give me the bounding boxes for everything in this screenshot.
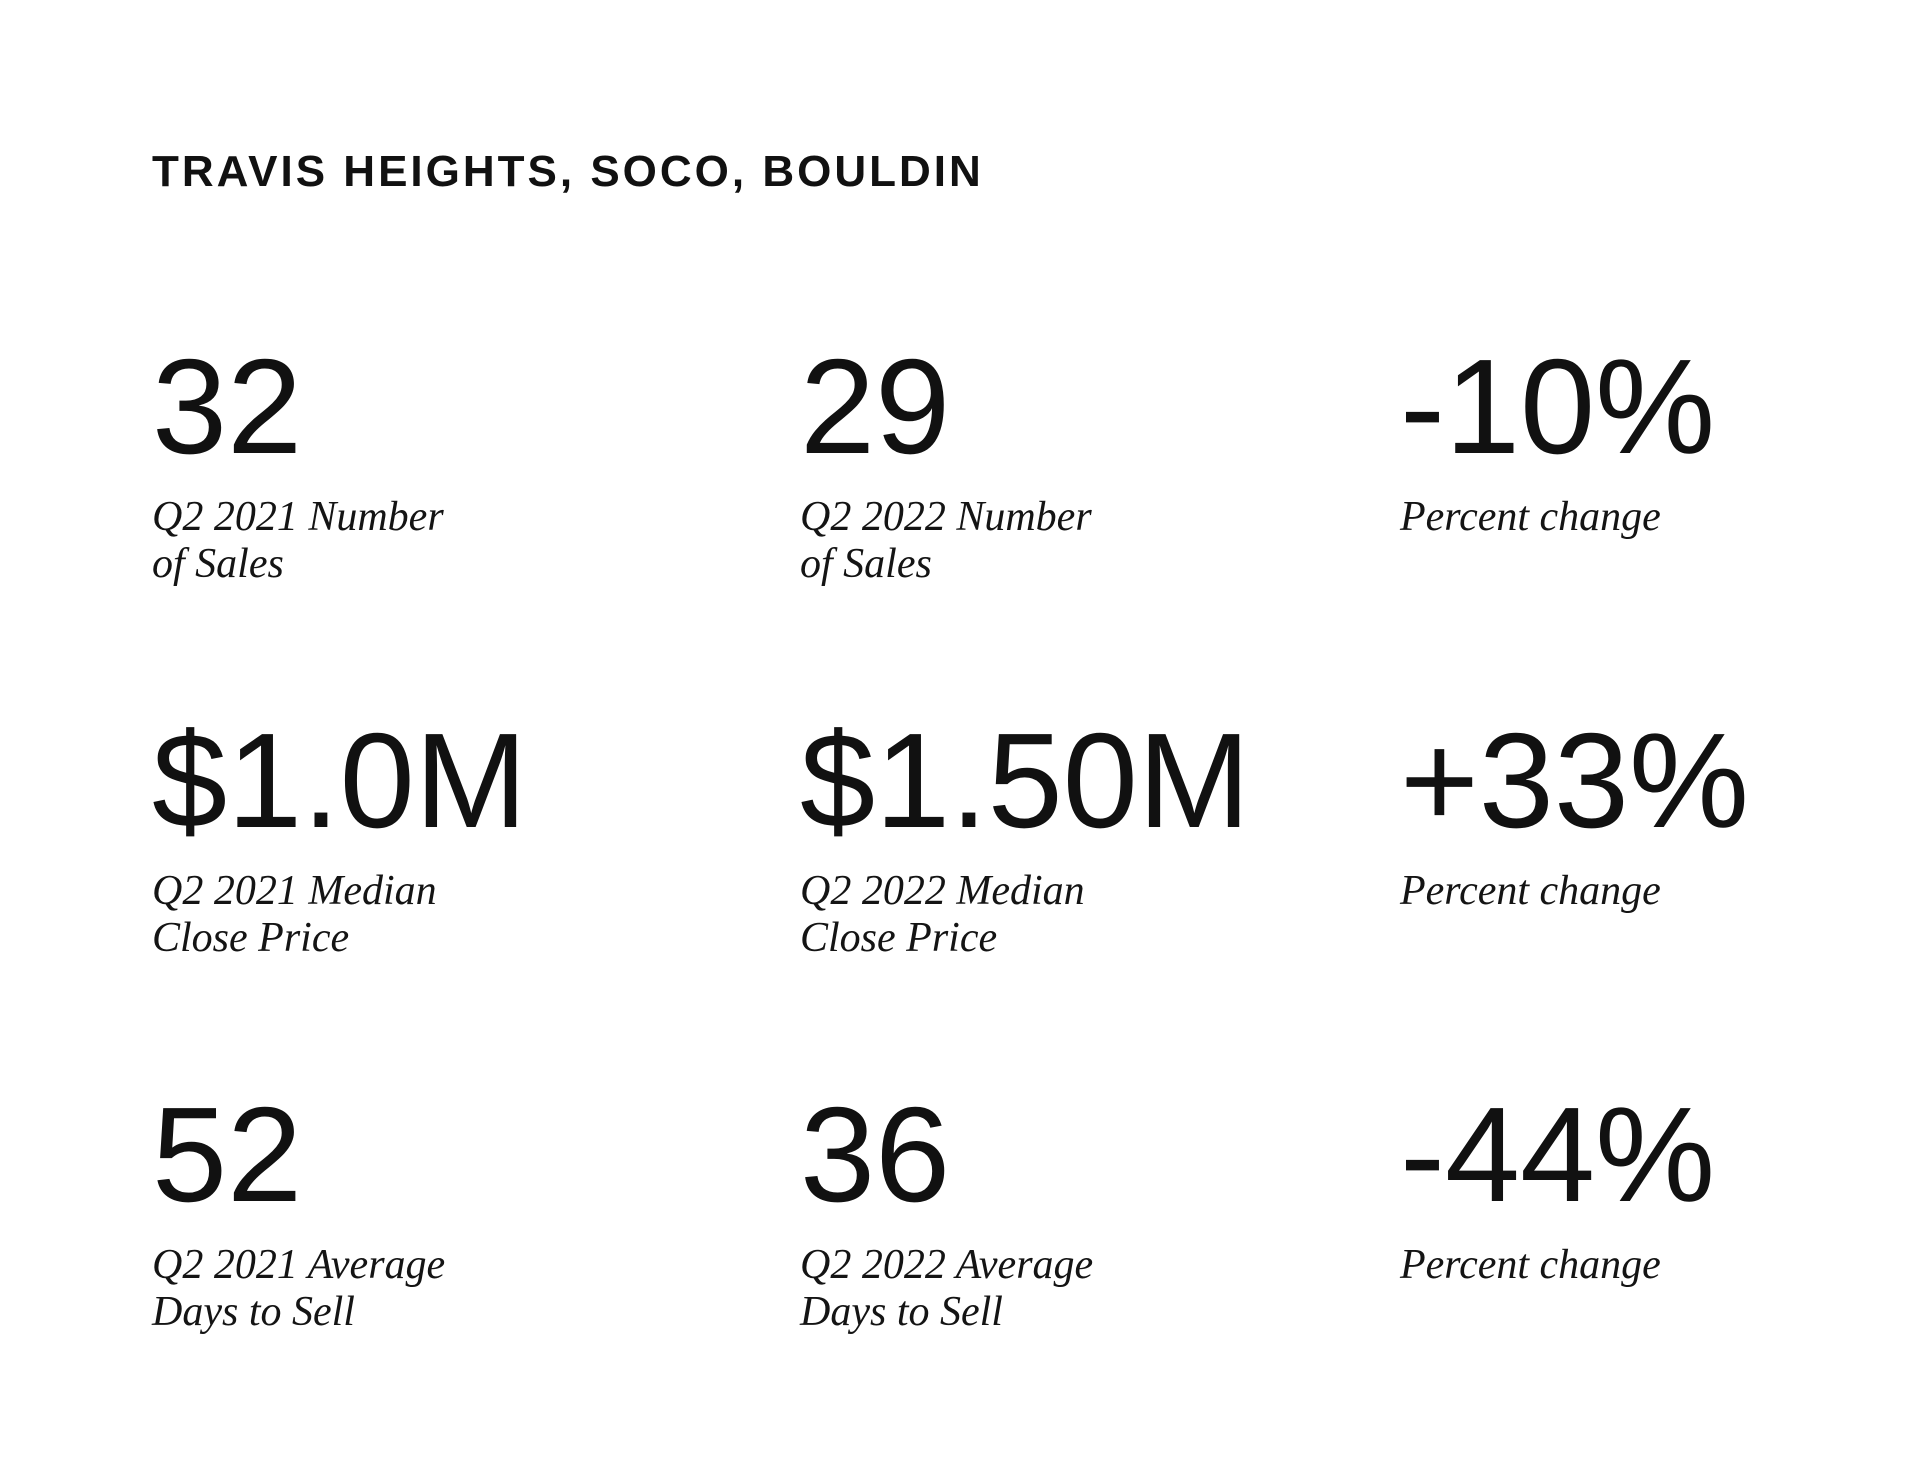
stat-label-q2-2022-average-days-to-sell: Q2 2022 Average Days to Sell bbox=[800, 1242, 1094, 1335]
stat-cell-q2-2022-median-close-price: $1.50M Q2 2022 Median Close Price bbox=[800, 713, 1400, 1087]
stat-cell-q2-2022-average-days-to-sell: 36 Q2 2022 Average Days to Sell bbox=[800, 1087, 1400, 1461]
stat-value-average-days-to-sell-percent-change: -44% bbox=[1400, 1079, 1716, 1230]
stat-cell-q2-2021-number-of-sales: 32 Q2 2021 Number of Sales bbox=[152, 339, 800, 713]
stat-label-q2-2022-median-close-price: Q2 2022 Median Close Price bbox=[800, 868, 1085, 961]
stat-value-q2-2022-average-days-to-sell: 36 bbox=[800, 1079, 951, 1230]
stat-value-q2-2021-average-days-to-sell: 52 bbox=[152, 1079, 303, 1230]
stat-value-q2-2022-number-of-sales: 29 bbox=[800, 331, 951, 482]
stat-value-median-close-price-percent-change: +33% bbox=[1400, 705, 1750, 856]
stat-cell-q2-2021-average-days-to-sell: 52 Q2 2021 Average Days to Sell bbox=[152, 1087, 800, 1461]
stat-value-number-of-sales-percent-change: -10% bbox=[1400, 331, 1716, 482]
stat-label-q2-2021-number-of-sales: Q2 2021 Number of Sales bbox=[152, 494, 444, 587]
stat-label-q2-2021-median-close-price: Q2 2021 Median Close Price bbox=[152, 868, 437, 961]
stat-label-median-close-price-percent-change: Percent change bbox=[1400, 868, 1661, 914]
stat-label-q2-2022-number-of-sales: Q2 2022 Number of Sales bbox=[800, 494, 1092, 587]
stat-value-q2-2021-median-close-price: $1.0M bbox=[152, 705, 528, 856]
stat-label-average-days-to-sell-percent-change: Percent change bbox=[1400, 1242, 1661, 1288]
stat-label-q2-2021-average-days-to-sell: Q2 2021 Average Days to Sell bbox=[152, 1242, 446, 1335]
stat-cell-q2-2022-number-of-sales: 29 Q2 2022 Number of Sales bbox=[800, 339, 1400, 713]
stats-grid: 32 Q2 2021 Number of Sales 29 Q2 2022 Nu… bbox=[152, 339, 1920, 1461]
page-title: TRAVIS HEIGHTS, SOCO, BOULDIN bbox=[152, 147, 984, 196]
stat-cell-q2-2021-median-close-price: $1.0M Q2 2021 Median Close Price bbox=[152, 713, 800, 1087]
stat-cell-median-close-price-percent-change: +33% Percent change bbox=[1400, 713, 1920, 1087]
stat-value-q2-2022-median-close-price: $1.50M bbox=[800, 705, 1251, 856]
stat-value-q2-2021-number-of-sales: 32 bbox=[152, 331, 303, 482]
stat-cell-number-of-sales-percent-change: -10% Percent change bbox=[1400, 339, 1920, 713]
stat-label-number-of-sales-percent-change: Percent change bbox=[1400, 494, 1661, 540]
stat-cell-average-days-to-sell-percent-change: -44% Percent change bbox=[1400, 1087, 1920, 1461]
